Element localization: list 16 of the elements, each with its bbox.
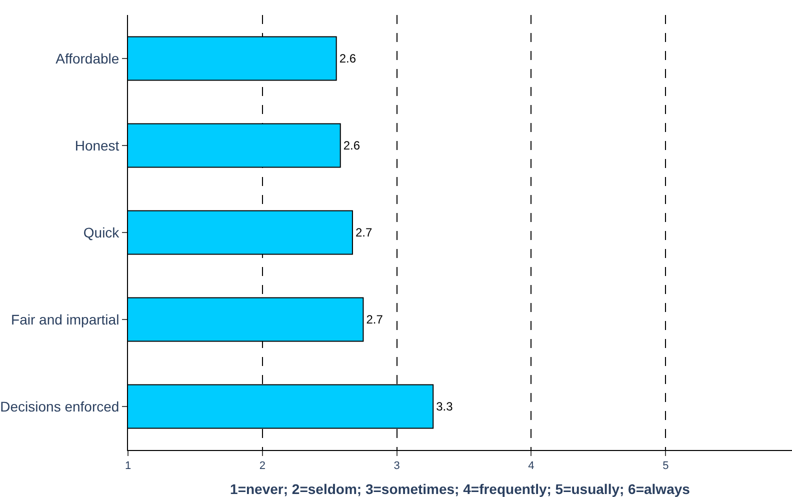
y-tick-label: Honest xyxy=(74,137,120,154)
y-tick-label: Decisions enforced xyxy=(0,398,120,414)
x-tick-label: 3 xyxy=(394,460,400,472)
x-axis-title: 1=never; 2=seldom; 3=sometimes; 4=frequently; 5=usually; 6=always xyxy=(230,481,690,497)
x-tick-label: 5 xyxy=(662,460,669,472)
data-label: 2.6 xyxy=(339,52,356,66)
x-tick-label: 1 xyxy=(124,460,132,472)
y-tick-label: Quick xyxy=(83,224,120,240)
y-tick-label: Fair and impartial xyxy=(11,311,120,328)
data-label: 2.7 xyxy=(366,312,384,326)
data-label: 3.3 xyxy=(436,400,454,414)
x-tick-label: 4 xyxy=(528,460,534,472)
y-tick-label: Affordable xyxy=(56,50,120,66)
data-label: 2.6 xyxy=(343,138,360,152)
data-label: 2.7 xyxy=(355,226,372,240)
x-tick-label: 2 xyxy=(259,460,266,472)
